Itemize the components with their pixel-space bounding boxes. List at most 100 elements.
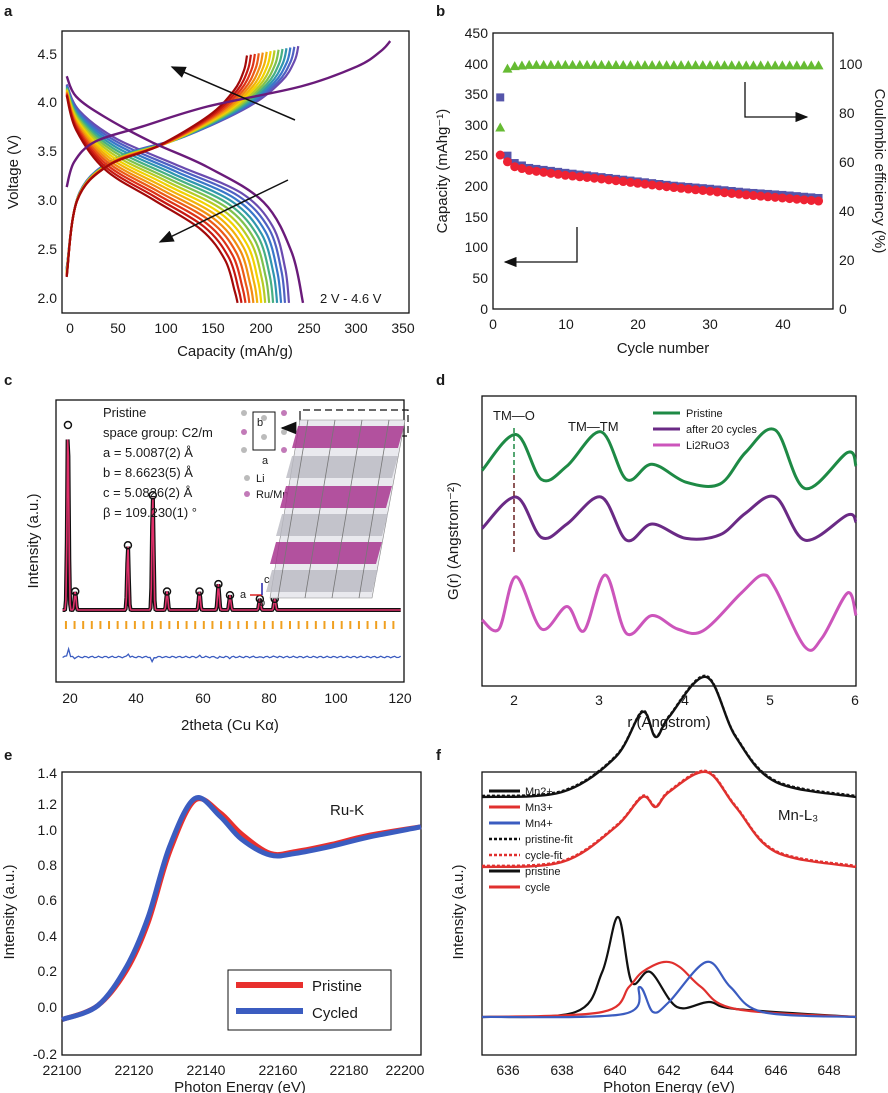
panel-b-yticks: 0 50 100 150 200 250 300 350 400 450 [465, 25, 489, 317]
coulombic-efficiency-point [748, 60, 759, 70]
b-y2tick: 80 [839, 105, 855, 121]
e-xtick: 22180 [330, 1062, 369, 1078]
f-xtick: 642 [657, 1062, 681, 1078]
legend-pristine: pristine [525, 866, 560, 878]
xanes-curve-line [61, 795, 422, 1022]
inset-axis-c: c [264, 574, 270, 586]
a-ytick: 3.0 [38, 192, 58, 208]
coulombic-efficiency-point [553, 59, 564, 69]
coulombic-efficiency-point [625, 60, 636, 70]
c-info-line: space group: C2/m [103, 425, 213, 440]
coulombic-efficiency-point [596, 59, 607, 69]
legend-pristine: Pristine [686, 408, 723, 420]
panel-e-yticks: -0.2 0.0 0.2 0.4 0.6 0.8 1.0 1.2 1.4 [33, 765, 57, 1062]
panel-c-ylabel: Intensity (a.u.) [25, 493, 42, 588]
b-ytick: 150 [465, 209, 489, 225]
panel-f-legend: Mn2+ Mn3+ Mn4+ pristine-fit cycle-fit pr… [489, 786, 573, 894]
legend-pristine-fit: pristine-fit [525, 834, 573, 846]
a-ytick: 4.0 [38, 94, 58, 110]
panel-c-frame [55, 399, 405, 683]
atom-icon [281, 410, 287, 416]
coulombic-efficiency-point [719, 60, 730, 70]
panel-e-frame [61, 771, 422, 1056]
mn-l3-curve-line [481, 960, 857, 1019]
atom-icon [281, 429, 287, 435]
discharge-capacity-point [633, 178, 643, 188]
b-ytick: 200 [465, 178, 489, 194]
inset-legend-rumn: Ru/Mn [256, 489, 288, 501]
d-xtick: 4 [681, 692, 689, 708]
a-xtick: 350 [391, 320, 415, 336]
pdf-curve-line [480, 494, 858, 543]
discharge-capacity-point [524, 165, 534, 175]
mn-l3-curve-line [481, 675, 857, 799]
discharge-capacity-point [517, 164, 527, 174]
b-ytick: 450 [465, 25, 489, 41]
coulombic-efficiency-point [733, 60, 744, 70]
f-xtick: 640 [603, 1062, 627, 1078]
e-ytick: 0.8 [38, 857, 58, 873]
panel-c-xticks: 20 40 60 80 100 120 [62, 690, 412, 706]
coulombic-efficiency-point [806, 60, 817, 70]
e-ytick: -0.2 [33, 1046, 57, 1062]
c-info-line: a = 5.0087(2) Å [103, 445, 193, 460]
panel-f-xticks: 636 638 640 642 644 646 648 [496, 1062, 841, 1078]
atom-icon [241, 410, 247, 416]
panel-e-ylabel: Intensity (a.u.) [1, 864, 18, 959]
calculated-pattern-line [62, 439, 401, 611]
discharge-capacity-point [510, 162, 520, 172]
b-xtick: 30 [702, 316, 718, 332]
coulombic-efficiency-point [755, 60, 766, 70]
discharge-capacity-point [597, 174, 607, 184]
discharge-capacity-point [589, 173, 599, 183]
panel-f-frame [481, 771, 857, 1056]
mn-l3-fit-line [481, 674, 857, 797]
panel-e-xlabel: Photon Energy (eV) [174, 1079, 306, 1093]
e-ytick: 0.2 [38, 963, 58, 979]
e-ytick: 1.0 [38, 822, 58, 838]
panel-d-label: d [436, 372, 445, 389]
c-xtick: 100 [324, 690, 348, 706]
panel-f-label: f [436, 747, 442, 764]
mn-l3-curve-line [481, 915, 857, 1019]
panel-e-label: e [4, 747, 12, 764]
a-xtick: 50 [110, 320, 126, 336]
panel-f: f Mn-L₃ Mn2+ Mn3+ Mn4+ pristine-fit cycl… [436, 674, 857, 1093]
discharge-curve-line [65, 95, 239, 304]
discharge-capacity-point [770, 192, 780, 202]
discharge-capacity-point [712, 187, 722, 197]
legend-mn3: Mn3+ [525, 802, 553, 814]
c-info-line: b = 8.6623(5) Å [103, 465, 193, 480]
coulombic-efficiency-point [639, 60, 650, 70]
legend-after-20-cycles: after 20 cycles [686, 424, 757, 436]
panel-a-yticks: 2.0 2.5 3.0 3.5 4.0 4.5 [38, 46, 58, 306]
discharge-curve-line [65, 85, 283, 304]
d-xtick: 5 [766, 692, 774, 708]
panel-d-label-tm-o: TM—O [493, 408, 535, 423]
pdf-curve-line [480, 427, 858, 491]
panel-a-frame [61, 30, 410, 314]
coulombic-efficiency-point [777, 60, 788, 70]
discharge-capacity-point [654, 181, 664, 191]
discharge-curve-line [65, 84, 287, 304]
discharge-capacity-point [734, 189, 744, 199]
discharge-capacity-point [719, 188, 729, 198]
coulombic-efficiency-point [705, 60, 716, 70]
discharge-curve-line [65, 87, 275, 304]
coulombic-efficiency-point [813, 60, 824, 70]
b-ytick: 400 [465, 56, 489, 72]
charge-capacity-point [503, 151, 512, 160]
discharge-capacity-point [669, 183, 679, 193]
panel-b-y2label: Coulombic efficiency (%) [871, 89, 888, 254]
panel-e-curves [61, 795, 422, 1022]
discharge-capacity-point [748, 191, 758, 201]
a-xtick: 250 [297, 320, 321, 336]
panel-a: a 2 V - 4.6 V 0 50 100 150 200 250 300 3… [4, 3, 415, 360]
b-y2tick: 20 [839, 252, 855, 268]
cell-axis-b: b [257, 417, 263, 429]
panel-d: d TM—O TM—TM Pristine after 20 cycles Li… [436, 372, 859, 731]
panel-b-arrow-right-axis [744, 82, 809, 123]
coulombic-efficiency-point [632, 60, 643, 70]
crystal-structure-inset: b a Li Ru/Mn a [240, 409, 409, 609]
